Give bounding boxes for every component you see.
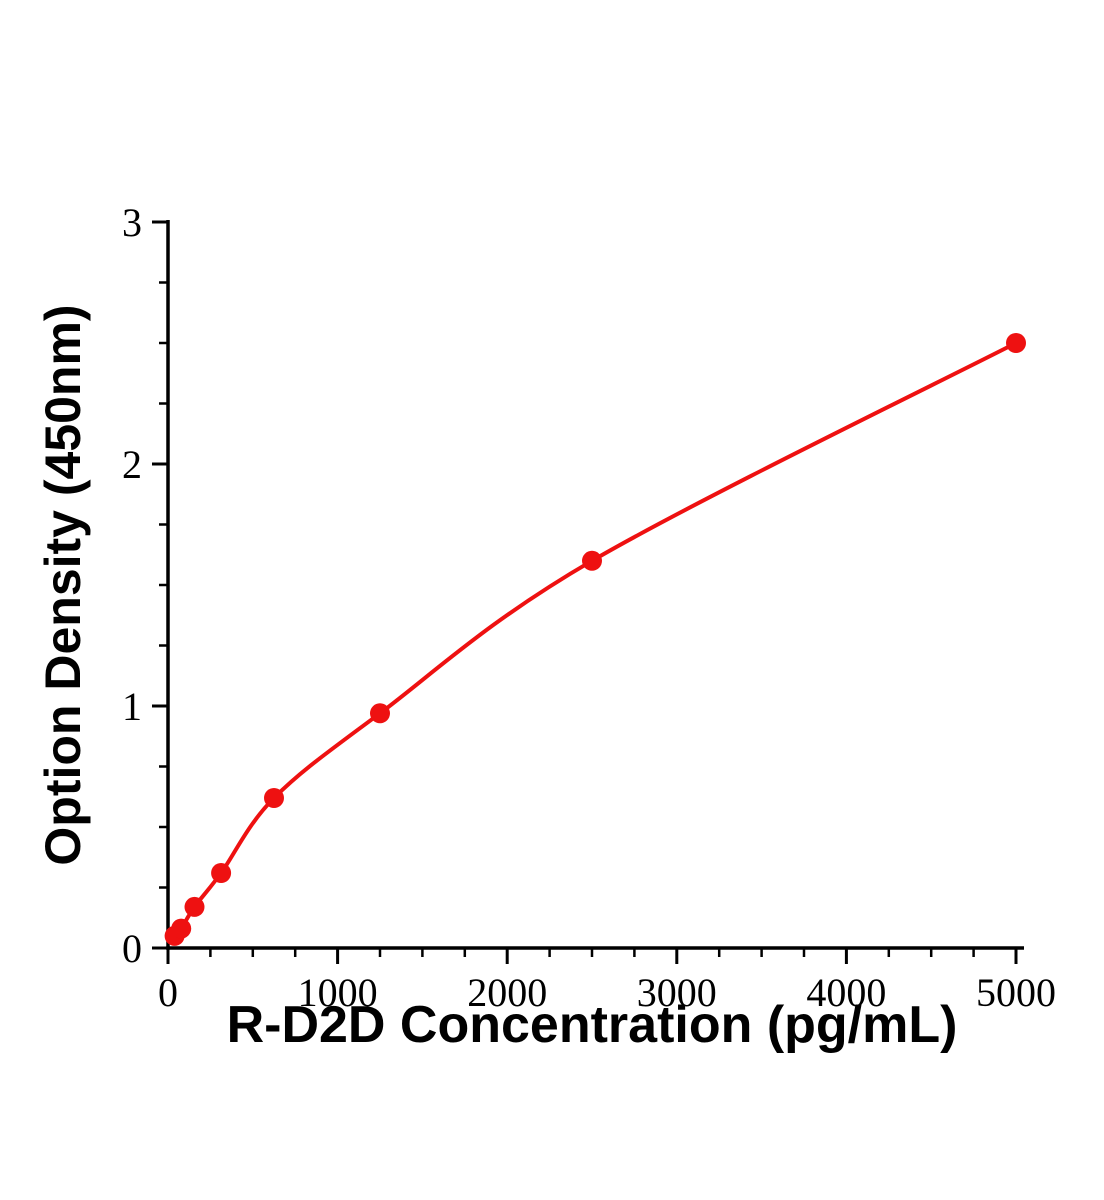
y-tick-label: 0: [122, 926, 142, 971]
y-tick-label: 1: [122, 684, 142, 729]
x-axis-title: R-D2D Concentration (pg/mL): [227, 996, 958, 1054]
data-point-marker: [264, 788, 284, 808]
x-tick-label: 2000: [467, 970, 547, 1015]
data-point-marker: [184, 896, 205, 917]
data-point-marker: [1006, 333, 1026, 353]
data-point-marker: [171, 918, 192, 939]
y-tick-label: 2: [122, 442, 142, 487]
data-point-marker: [211, 863, 232, 883]
standard-curve-line: [172, 341, 1018, 938]
data-point-marker: [370, 703, 390, 724]
x-tick-label: 5000: [976, 970, 1056, 1015]
data-point-marker: [582, 550, 602, 571]
y-axis-title: Option Density (450nm): [35, 304, 91, 865]
x-tick-label: 3000: [637, 970, 717, 1015]
x-tick-label: 0: [158, 970, 178, 1015]
x-tick-label: 4000: [806, 970, 886, 1015]
x-tick-label: 1000: [298, 970, 378, 1015]
y-tick-label: 3: [122, 200, 142, 245]
